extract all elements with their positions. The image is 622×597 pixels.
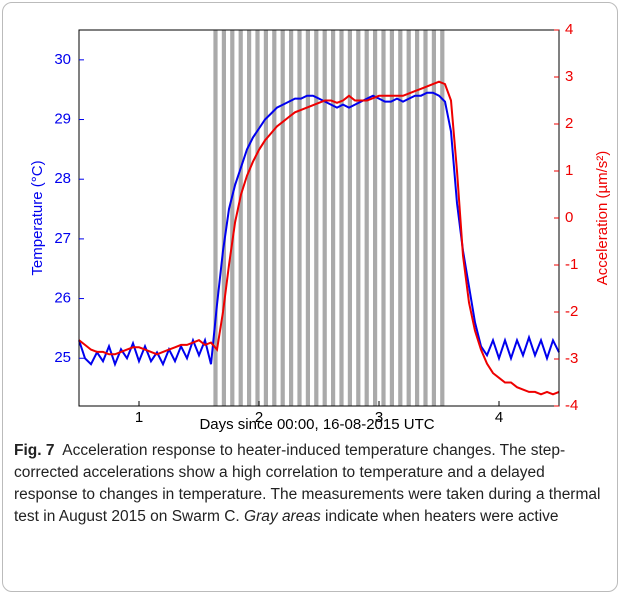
heater-band [431,30,436,406]
chart: Days since 00:00, 16-08-2015 UTC Tempera… [29,21,611,433]
x-tick-label: 1 [135,409,143,426]
heater-band [280,30,285,406]
heater-band [238,30,243,406]
x-axis-label: Days since 00:00, 16-08-2015 UTC [199,416,434,433]
heater-band [331,30,336,406]
heater-band [297,30,302,406]
heater-band [389,30,394,406]
y-tick-label: 30 [54,51,71,68]
y2-tick-label: 2 [565,115,573,132]
heater-band [263,30,268,406]
heater-band [364,30,369,406]
heater-band [356,30,361,406]
y2-tick-label: -2 [565,303,578,320]
x-tick-label: 3 [375,409,383,426]
y-tick-label: 27 [54,230,71,247]
y2-tick-label: 4 [565,21,573,38]
heater-band [415,30,420,406]
x-tick-label: 4 [495,409,503,426]
y-tick-label: 25 [54,349,71,366]
caption-label: Fig. 7 [14,442,55,459]
heater-band [381,30,386,406]
y2-tick-label: 1 [565,162,573,179]
heater-band [440,30,445,406]
heater-band [305,30,310,406]
series-line [78,91,560,368]
heater-band [406,30,411,406]
y2-tick-label: 0 [565,209,573,226]
y-axis-label: Temperature (°C) [29,160,46,275]
y2-tick-label: -1 [565,256,578,273]
heater-band [398,30,403,406]
y-tick-label: 26 [54,290,71,307]
y-tick-label: 29 [54,110,71,127]
plot-frame [78,29,560,407]
y-tick-label: 28 [54,170,71,187]
heater-band [221,30,226,406]
figure-frame [2,2,618,592]
caption-italic: Gray areas [244,508,321,525]
heater-band [314,30,319,406]
heater-band [322,30,327,406]
heater-band [423,30,428,406]
heater-band [255,30,260,406]
caption-text: Acceleration response to heater-induced … [14,442,601,525]
caption: Fig. 7 Acceleration response to heater-i… [14,440,610,528]
caption-text-end: indicate when heaters were active [325,508,559,525]
heater-band [230,30,235,406]
y2-tick-label: -3 [565,350,578,367]
heater-band [272,30,277,406]
y2-tick-label: 3 [565,68,573,85]
series-line [78,80,560,396]
heater-band [339,30,344,406]
heater-band [247,30,252,406]
heater-band [347,30,352,406]
y2-axis-label: Acceleration (µm/s²) [594,151,611,286]
heater-band [373,30,378,406]
heater-band [289,30,294,406]
heater-band [213,30,218,406]
x-tick-label: 2 [255,409,263,426]
y2-tick-label: -4 [565,397,578,414]
